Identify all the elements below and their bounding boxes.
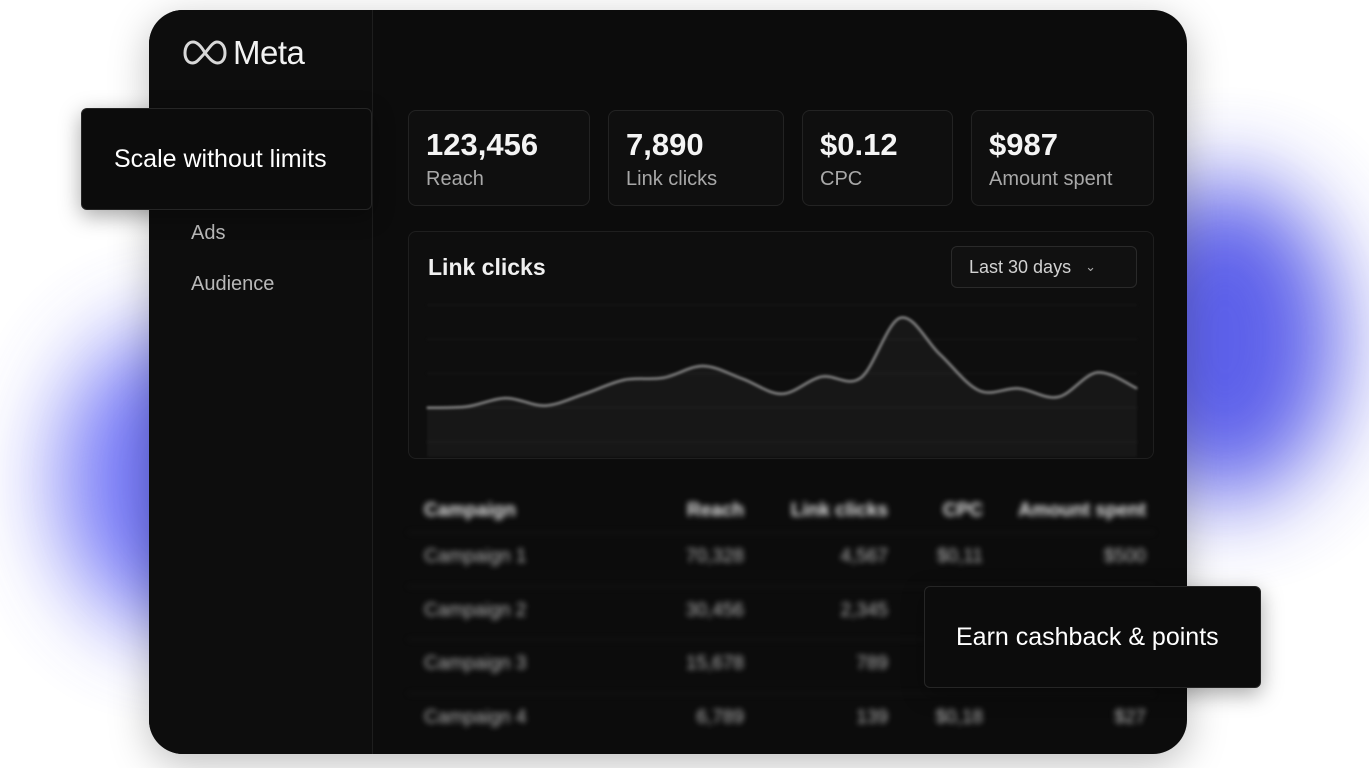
chart-point (1018, 387, 1020, 390)
date-range-value: Last 30 days (969, 256, 1072, 277)
date-range-select[interactable]: Last 30 days ⌄ (951, 246, 1137, 288)
chart-point (1096, 371, 1099, 374)
stat-card-link-clicks: 7,890 Link clicks (608, 110, 784, 206)
stat-value: $987 (989, 127, 1058, 162)
stat-value: 123,456 (426, 127, 539, 162)
table-header-cell: Reach (686, 500, 744, 521)
stat-label: Amount spent (989, 168, 1113, 190)
chevron-down-icon: ⌄ (1085, 259, 1096, 274)
table-cell: $0,11 (936, 546, 983, 567)
chart-area-fill (427, 317, 1137, 457)
callout-text: Earn cashback & points (956, 622, 1219, 651)
table-cell: 70,328 (685, 546, 744, 567)
table-cell: Campaign 1 (424, 546, 527, 567)
row-divider (408, 532, 1154, 533)
meta-infinity-icon (183, 40, 227, 65)
chart-point (544, 404, 546, 407)
stat-card-reach: 123,456 Reach (408, 110, 590, 206)
link-clicks-chart-card: Link clicks Last 30 days ⌄ (408, 231, 1154, 459)
table-cell: $500 (1103, 546, 1146, 567)
chart-point (860, 377, 862, 379)
stat-label: Link clicks (626, 168, 718, 190)
table-header-row: Campaign Reach Link clicks CPC Amount spent (408, 500, 1154, 540)
callout-scale-without-limits: Scale without limits (81, 108, 372, 210)
stat-value: 7,890 (626, 127, 704, 162)
stat-card-amount-spent: $987 Amount spent (971, 110, 1154, 206)
row-divider (408, 586, 1154, 587)
chart-point (741, 378, 744, 380)
chart-point (663, 377, 665, 379)
row-divider (408, 639, 1154, 640)
table-cell: 2,345 (840, 600, 888, 621)
table-cell: 15,678 (685, 653, 744, 674)
table-cell: 6,789 (696, 707, 744, 728)
meta-logo[interactable]: Meta (183, 34, 305, 72)
chart-point (702, 365, 704, 367)
table-cell: 4,567 (840, 546, 888, 567)
table-cell: $0,18 (935, 707, 983, 728)
logo-text: Meta (233, 34, 305, 71)
link-clicks-line-chart (426, 304, 1138, 457)
stat-card-cpc: $0.12 CPC (802, 110, 953, 206)
stat-value: $0.12 (820, 127, 898, 162)
table-row[interactable]: Campaign 1 70,328 4,567 $0,11 $500 (408, 546, 1154, 586)
stat-label: CPC (820, 168, 863, 190)
row-divider (408, 693, 1154, 694)
chart-point (505, 397, 507, 399)
sidebar-item-ads[interactable]: Ads (191, 222, 226, 244)
table-row[interactable]: Campaign 2 30,456 2,345 (408, 600, 1154, 640)
table-cell: Campaign 3 (424, 653, 527, 674)
table-cell: 789 (856, 653, 888, 674)
chart-point (465, 406, 468, 408)
stat-label: Reach (426, 168, 484, 190)
chart-point (1057, 396, 1059, 398)
sidebar-item-audience[interactable]: Audience (191, 273, 275, 295)
callout-earn-cashback: Earn cashback & points (924, 586, 1261, 688)
table-cell: Campaign 4 (424, 707, 527, 728)
chart-point (781, 393, 783, 395)
table-row[interactable]: Campaign 3 15,678 789 (408, 653, 1154, 693)
table-header-cell: CPC (942, 500, 983, 521)
chart-point (820, 376, 823, 378)
callout-text: Scale without limits (114, 144, 327, 173)
table-header-cell: Link clicks (790, 500, 888, 521)
chart-point (939, 353, 941, 355)
table-cell: $27 (1114, 707, 1146, 728)
campaign-table: Campaign Reach Link clicks CPC Amount spent C… (408, 478, 1154, 748)
chart-title: Link clicks (428, 254, 546, 280)
chart-point (899, 317, 901, 319)
chart-point (978, 390, 980, 392)
chart-point (1136, 387, 1138, 390)
table-cell: 30,456 (685, 600, 744, 621)
table-header-cell: Campaign (424, 500, 516, 521)
chart-point (584, 393, 586, 395)
chart-point (623, 379, 625, 381)
table-cell: Campaign 2 (424, 600, 527, 621)
table-row[interactable]: Campaign 4 6,789 139 $0,18 $27 (408, 707, 1154, 747)
table-header-cell: Amount spent (1018, 500, 1146, 521)
table-cell: 139 (856, 707, 888, 728)
chart-point (426, 407, 428, 409)
